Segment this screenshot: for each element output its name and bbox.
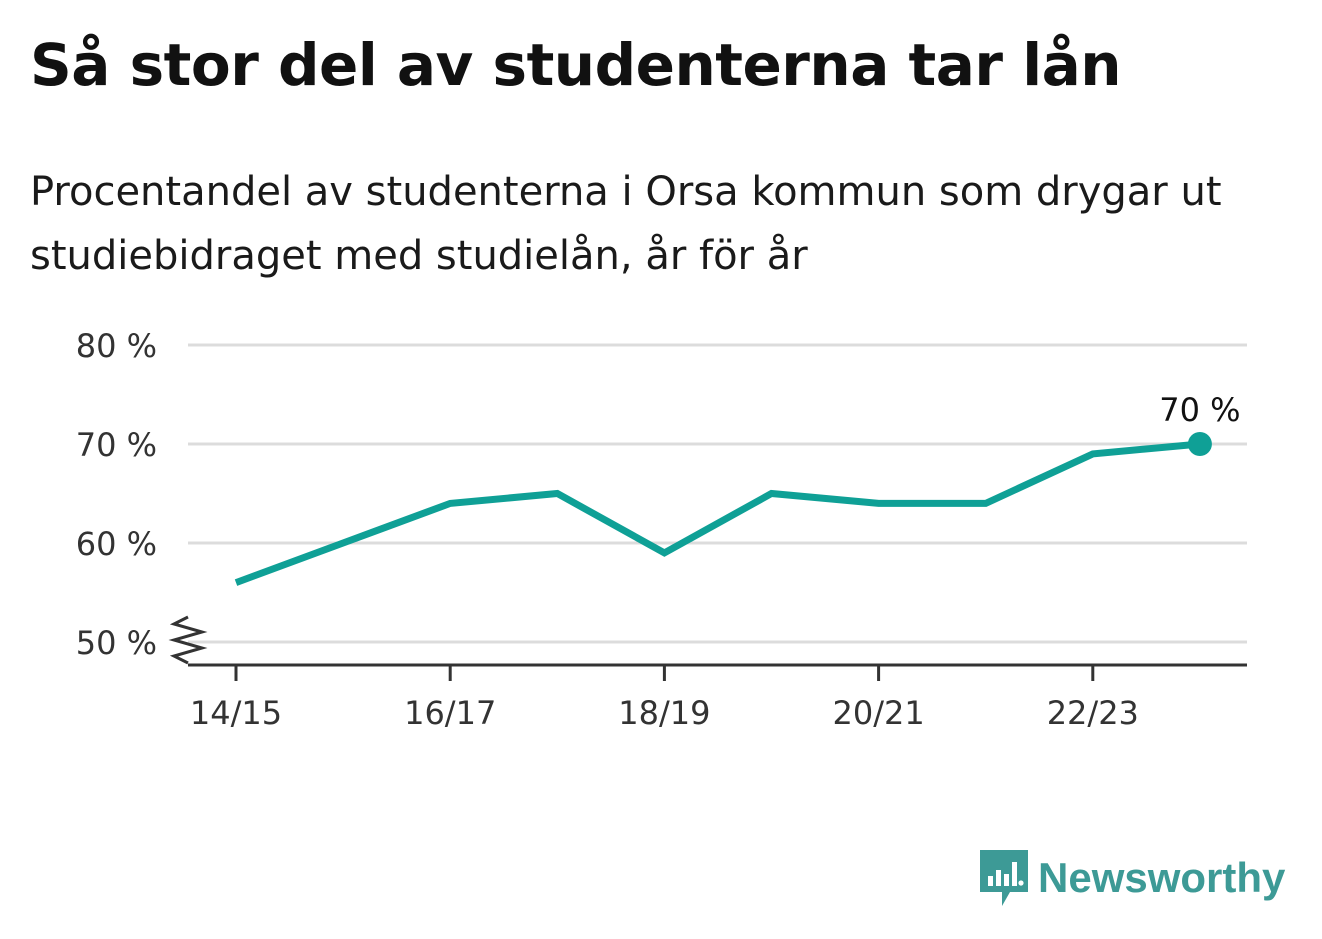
series-group bbox=[234, 440, 1201, 586]
y-tick-label: 50 % bbox=[76, 624, 157, 662]
y-tick-label: 60 % bbox=[76, 525, 157, 563]
brand-name: Newsworthy bbox=[1038, 854, 1286, 901]
x-tick-label: 20/21 bbox=[832, 694, 924, 732]
newsworthy-logo-icon bbox=[980, 850, 1028, 906]
last-point-marker bbox=[1187, 432, 1212, 456]
annotation-group: 70 % bbox=[1159, 391, 1241, 456]
newsworthy-logo[interactable]: Newsworthy bbox=[980, 848, 1285, 908]
grid-lines bbox=[188, 343, 1247, 644]
y-tick-labels: 50 % 60 % 70 % 80 % bbox=[76, 327, 157, 662]
last-value-label: 70 % bbox=[1159, 391, 1240, 429]
x-tick-label: 14/15 bbox=[190, 694, 282, 732]
x-tick-label: 18/19 bbox=[618, 694, 710, 732]
chart-title: Så stor del av studenterna tar lån bbox=[30, 31, 1122, 99]
axis-break-zigzag bbox=[168, 615, 208, 665]
x-tick-label: 22/23 bbox=[1047, 694, 1139, 732]
x-axis bbox=[188, 663, 1247, 681]
chart-subtitle: Procentandel av studenterna i Orsa kommu… bbox=[30, 169, 1222, 279]
x-tick-labels: 14/15 16/17 18/19 20/21 22/23 bbox=[190, 694, 1139, 732]
y-axis-break bbox=[168, 615, 208, 665]
x-tick-label: 16/17 bbox=[404, 694, 496, 732]
y-tick-label: 80 % bbox=[76, 327, 157, 365]
series-line bbox=[234, 440, 1201, 586]
y-tick-label: 70 % bbox=[76, 426, 157, 464]
